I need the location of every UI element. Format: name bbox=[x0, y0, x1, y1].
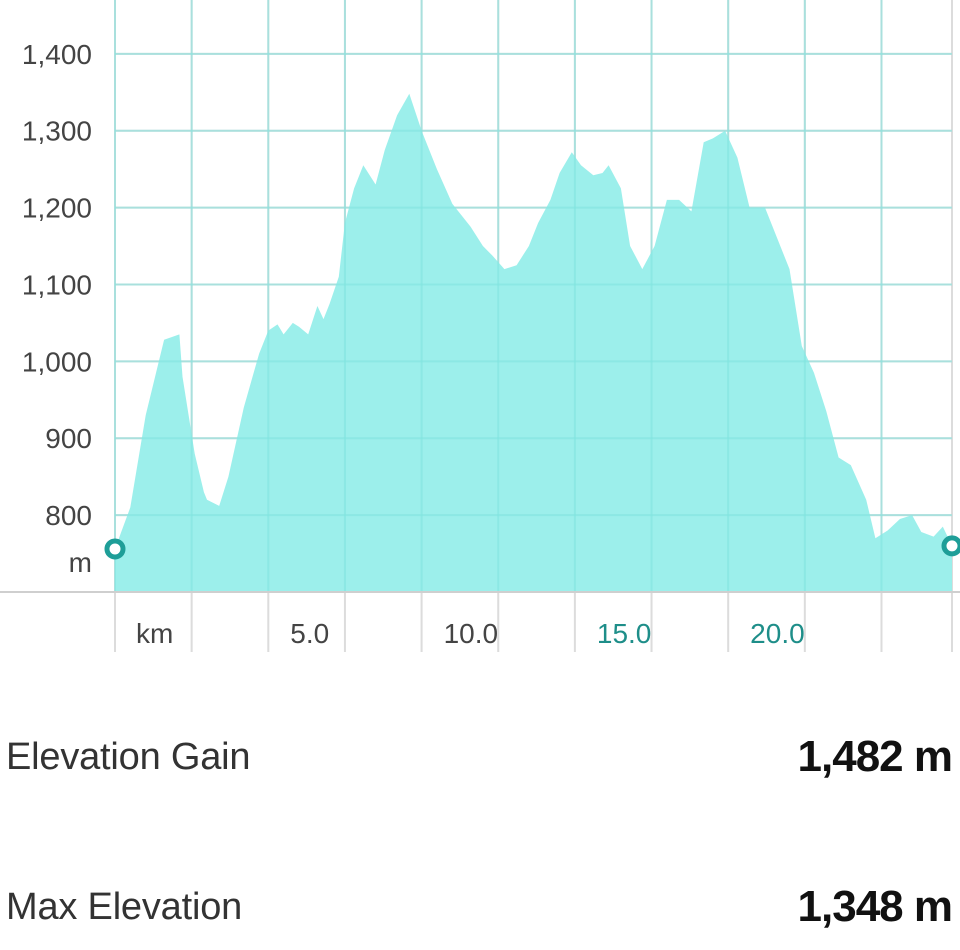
x-tick-label: 15.0 bbox=[597, 618, 652, 649]
x-tick-label: 10.0 bbox=[444, 618, 499, 649]
overlay-layer bbox=[0, 0, 960, 593]
y-unit-label: m bbox=[69, 547, 92, 578]
elevation-area bbox=[115, 93, 952, 593]
y-tick-label: 1,300 bbox=[22, 116, 92, 147]
x-tick-label: 5.0 bbox=[290, 618, 329, 649]
elevation-gain-row: Elevation Gain 1,482 m bbox=[0, 720, 960, 800]
max-elevation-row: Max Elevation 1,348 m bbox=[0, 870, 960, 950]
y-tick-label: 1,400 bbox=[22, 39, 92, 70]
max-elevation-value: 1,348 m bbox=[797, 882, 953, 931]
elevation-chart[interactable]: 800 900 1,000 1,100 1,200 1,300 1,400 m km 5.0 10.… bbox=[0, 0, 960, 655]
y-tick-label: 900 bbox=[45, 423, 92, 454]
y-tick-label: 800 bbox=[45, 500, 92, 531]
x-unit-label: km bbox=[136, 618, 173, 649]
max-elevation-label: Max Elevation bbox=[6, 886, 243, 928]
elevation-gain-label: Elevation Gain bbox=[6, 736, 251, 778]
y-tick-label: 1,000 bbox=[22, 346, 92, 377]
y-tick-label: 1,200 bbox=[22, 193, 92, 224]
start-marker[interactable] bbox=[104, 538, 126, 560]
end-marker[interactable] bbox=[941, 535, 960, 557]
y-tick-label: 1,100 bbox=[22, 269, 92, 300]
elevation-chart-svg: 800 900 1,000 1,100 1,200 1,300 1,400 m km 5.0 10.… bbox=[0, 0, 960, 652]
labels: 800 900 1,000 1,100 1,200 1,300 1,400 m km 5.0 10.… bbox=[22, 39, 805, 649]
series-layer bbox=[115, 93, 952, 593]
elevation-gain-value: 1,482 m bbox=[797, 732, 953, 781]
x-tick-label: 20.0 bbox=[750, 618, 805, 649]
